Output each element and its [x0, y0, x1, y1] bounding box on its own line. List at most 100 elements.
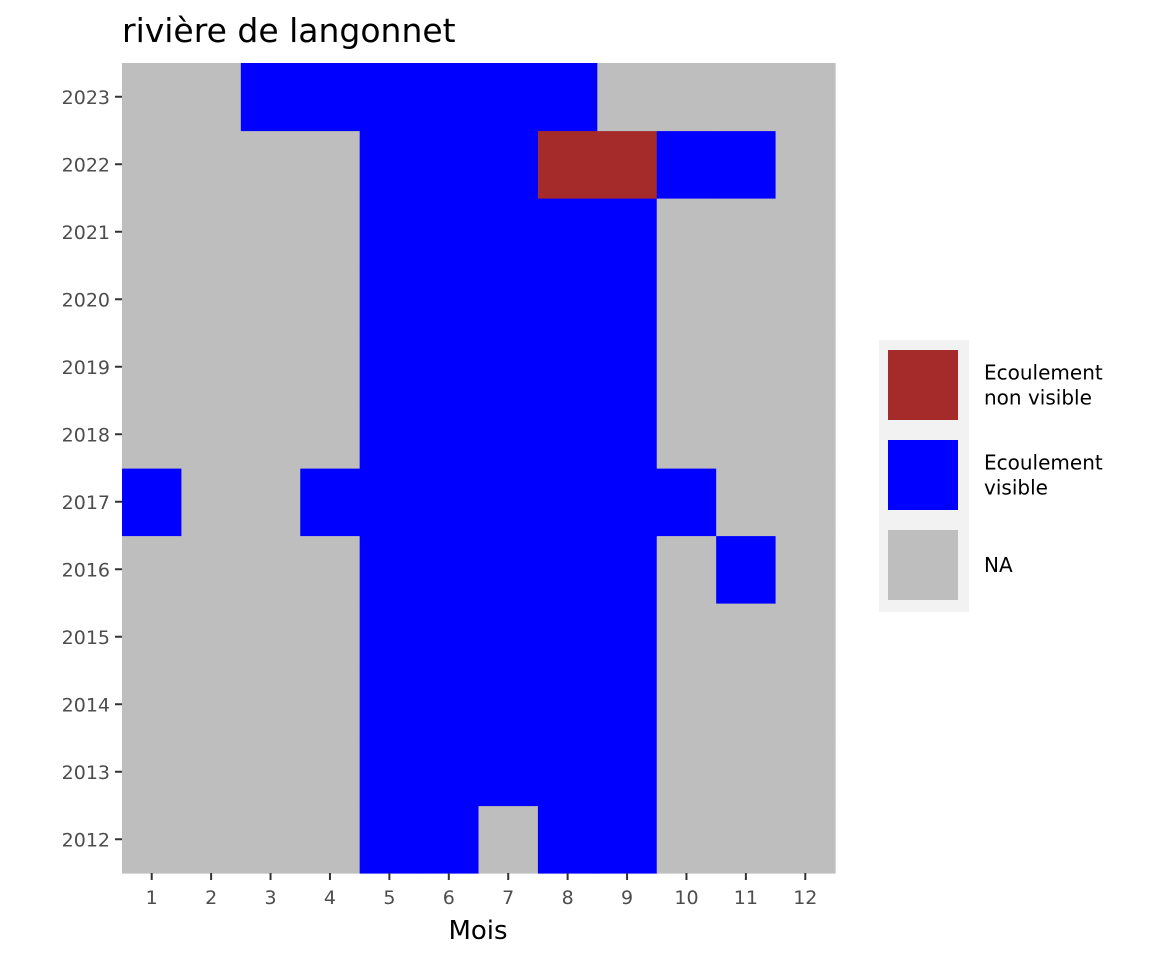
heatmap-cell-2019-11: [716, 333, 777, 402]
heatmap-cell-2022-9: [597, 130, 658, 199]
heatmap-cell-2017-11: [716, 468, 777, 537]
x-tick-label-3: 3: [264, 887, 276, 909]
heatmap-cell-2021-3: [240, 198, 301, 267]
heatmap-cell-2018-9: [597, 400, 658, 469]
heatmap-cell-2016-2: [181, 535, 242, 604]
heatmap-cell-2013-11: [716, 738, 777, 807]
heatmap-cell-2020-12: [775, 265, 836, 334]
heatmap-cell-2023-7: [478, 63, 539, 132]
heatmap-cell-2021-9: [597, 198, 658, 267]
x-tick-label-1: 1: [146, 887, 158, 909]
heatmap-cell-2018-12: [775, 400, 836, 469]
heatmap-cell-2016-10: [656, 535, 717, 604]
heatmap-cell-2012-8: [537, 805, 598, 874]
heatmap-cell-2017-12: [775, 468, 836, 537]
heatmap-cell-2021-5: [359, 198, 420, 267]
heatmap-cell-2019-10: [656, 333, 717, 402]
heatmap-cell-2022-8: [537, 130, 598, 199]
heatmap-cell-2012-12: [775, 805, 836, 874]
heatmap-cell-2023-8: [537, 63, 598, 132]
heatmap-cell-2013-1: [122, 738, 183, 807]
heatmap-cell-2021-8: [537, 198, 598, 267]
heatmap-cell-2022-5: [359, 130, 420, 199]
chart-title: rivière de langonnet: [122, 11, 456, 50]
heatmap-cell-2013-2: [181, 738, 242, 807]
heatmap-cell-2019-12: [775, 333, 836, 402]
heatmap-cell-2022-4: [300, 130, 361, 199]
heatmap-cell-2014-7: [478, 670, 539, 739]
heatmap-cell-2015-11: [716, 603, 777, 672]
legend: Ecoulement non visible Ecoulement visible NA: [879, 340, 1103, 612]
heatmap-cell-2017-7: [478, 468, 539, 537]
heatmap-cell-2014-4: [300, 670, 361, 739]
heatmap-cell-2017-2: [181, 468, 242, 537]
x-tick-label-6: 6: [443, 887, 455, 909]
heatmap-cell-2022-1: [122, 130, 183, 199]
heatmap-cell-2013-3: [240, 738, 301, 807]
y-tick-label-2013: 2013: [62, 762, 110, 784]
heatmap-cell-2014-11: [716, 670, 777, 739]
heatmap-cell-2018-4: [300, 400, 361, 469]
heatmap-cell-2016-6: [419, 535, 480, 604]
heatmap-cell-2015-5: [359, 603, 420, 672]
y-tick-label-2020: 2020: [62, 289, 110, 311]
x-axis-title: Mois: [448, 916, 507, 946]
heatmap-cell-2017-6: [419, 468, 480, 537]
heatmap-cell-2012-7: [478, 805, 539, 874]
heatmap-cell-2015-10: [656, 603, 717, 672]
heatmap-cell-2016-1: [122, 535, 183, 604]
heatmap-cell-2022-2: [181, 130, 242, 199]
heatmap-cell-2020-4: [300, 265, 361, 334]
heatmap-cell-2014-6: [419, 670, 480, 739]
heatmap-cell-2014-9: [597, 670, 658, 739]
y-tick-label-2012: 2012: [62, 829, 110, 851]
legend-swatch-visible: [888, 440, 958, 510]
heatmap-cell-2013-12: [775, 738, 836, 807]
heatmap-cell-2020-5: [359, 265, 420, 334]
heatmap-cell-2014-10: [656, 670, 717, 739]
heatmap-cell-2012-4: [300, 805, 361, 874]
y-tick-label-2021: 2021: [62, 222, 110, 244]
heatmap-cell-2012-9: [597, 805, 658, 874]
heatmap-cell-2015-9: [597, 603, 658, 672]
heatmap-cell-2018-7: [478, 400, 539, 469]
heatmap-cell-2021-6: [419, 198, 480, 267]
heatmap-cell-2022-3: [240, 130, 301, 199]
legend-label-na: NA: [984, 553, 1013, 577]
heatmap-cell-2014-5: [359, 670, 420, 739]
heatmap-cell-2023-10: [656, 63, 717, 132]
heatmap-cell-2023-1: [122, 63, 183, 132]
x-axis: 1 2 3 4 5 6 7 8 9 10 11 12: [146, 873, 817, 909]
heatmap-cell-2023-9: [597, 63, 658, 132]
heatmap-cell-2023-3: [240, 63, 301, 132]
heatmap-cell-2023-11: [716, 63, 777, 132]
heatmap-cell-2018-1: [122, 400, 183, 469]
heatmap-panel: [122, 63, 836, 874]
heatmap-cell-2019-3: [240, 333, 301, 402]
heatmap-cell-2023-5: [359, 63, 420, 132]
heatmap-cell-2023-4: [300, 63, 361, 132]
heatmap-cell-2018-3: [240, 400, 301, 469]
heatmap-cell-2012-11: [716, 805, 777, 874]
heatmap-cell-2016-9: [597, 535, 658, 604]
heatmap-cell-2021-12: [775, 198, 836, 267]
heatmap-cell-2021-2: [181, 198, 242, 267]
heatmap-cell-2017-5: [359, 468, 420, 537]
heatmap-cell-2014-8: [537, 670, 598, 739]
heatmap-cell-2013-7: [478, 738, 539, 807]
x-tick-label-12: 12: [793, 887, 817, 909]
heatmap-cell-2019-8: [537, 333, 598, 402]
heatmap-cell-2020-9: [597, 265, 658, 334]
heatmap-cell-2020-6: [419, 265, 480, 334]
y-tick-label-2023: 2023: [62, 87, 110, 109]
heatmap-cell-2012-2: [181, 805, 242, 874]
y-tick-label-2019: 2019: [62, 357, 110, 379]
heatmap-cell-2018-2: [181, 400, 242, 469]
heatmap-cell-2014-3: [240, 670, 301, 739]
y-axis: 2012 2013 2014 2015 2016 2017 2018 2019 2020 2021…: [62, 87, 122, 851]
heatmap-cell-2017-10: [656, 468, 717, 537]
heatmap-cell-2022-11: [716, 130, 777, 199]
heatmap-cell-2016-3: [240, 535, 301, 604]
heatmap-cell-2012-1: [122, 805, 183, 874]
heatmap-cell-2012-10: [656, 805, 717, 874]
